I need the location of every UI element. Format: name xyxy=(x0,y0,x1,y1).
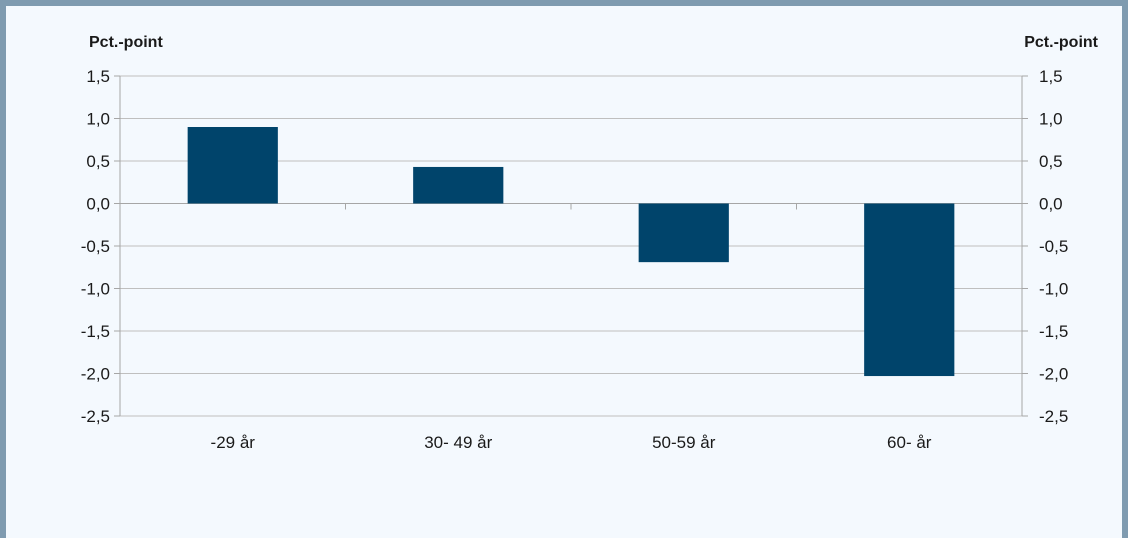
bar xyxy=(638,203,729,263)
left-y-tick-label: -1,5 xyxy=(81,322,110,341)
x-category-label: 30- 49 år xyxy=(424,433,492,452)
left-y-tick-label: 0,5 xyxy=(86,152,110,171)
left-y-tick-label: 1,5 xyxy=(86,67,110,86)
x-category-label: 60- år xyxy=(887,433,932,452)
left-y-tick-label: -2,0 xyxy=(81,365,110,384)
right-y-tick-label: 1,5 xyxy=(1039,67,1063,86)
right-y-tick-label: -2,5 xyxy=(1039,407,1068,426)
right-y-tick-label: -0,5 xyxy=(1039,237,1068,256)
right-y-tick-label: -2,0 xyxy=(1039,365,1068,384)
right-y-tick-label: -1,0 xyxy=(1039,280,1068,299)
right-axis-unit-label: Pct.-point xyxy=(1024,34,1098,51)
bar xyxy=(864,203,955,377)
x-category-label: -29 år xyxy=(211,433,256,452)
bar xyxy=(413,166,504,204)
right-y-tick-label: -1,5 xyxy=(1039,322,1068,341)
right-y-tick-label: 0,5 xyxy=(1039,152,1063,171)
left-y-tick-label: -1,0 xyxy=(81,280,110,299)
left-y-tick-label: 1,0 xyxy=(86,110,110,129)
bar xyxy=(187,127,278,204)
right-y-tick-label: 0,0 xyxy=(1039,195,1063,214)
labels: 1,5 1,5 1,0 1,0 0,5 0,5 0,0 0,0 -0,5 -0,5 -1,0 -1,0… xyxy=(81,67,1069,452)
right-y-tick-label: 1,0 xyxy=(1039,110,1063,129)
bars xyxy=(187,127,955,377)
x-category-label: 50-59 år xyxy=(652,433,716,452)
left-y-tick-label: -2,5 xyxy=(81,407,110,426)
left-axis-unit-label: Pct.-point xyxy=(89,34,163,51)
left-y-tick-label: 0,0 xyxy=(86,195,110,214)
left-y-tick-label: -0,5 xyxy=(81,237,110,256)
